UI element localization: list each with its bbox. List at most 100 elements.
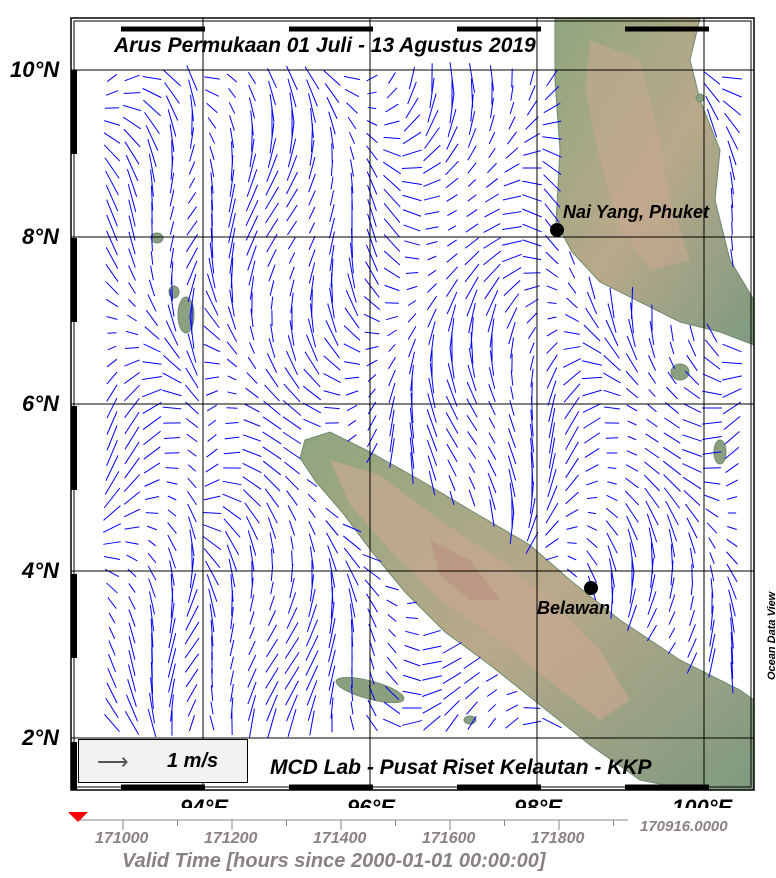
current-vector-arrow [530, 437, 534, 469]
current-vector-arrow [627, 528, 637, 558]
current-vector-arrow [291, 550, 293, 566]
time-marker-icon[interactable] [68, 812, 88, 822]
current-vector-arrow [489, 65, 495, 91]
current-vector-arrow [287, 236, 297, 250]
current-vector-arrow [725, 479, 739, 487]
current-vector-arrow [329, 602, 335, 634]
current-vector-arrow [466, 381, 478, 405]
current-vector-arrow [342, 523, 362, 533]
current-vector-arrow [125, 330, 139, 336]
current-vector-arrow [582, 389, 602, 397]
watermark: Ocean Data View [766, 591, 776, 680]
current-vector-arrow [150, 185, 154, 211]
current-vector-arrow [548, 393, 556, 423]
current-vector-arrow [325, 520, 339, 536]
current-vector-arrow [203, 343, 221, 353]
current-vector-arrow [285, 622, 299, 644]
current-vector-arrow [186, 350, 198, 376]
current-vector-arrow [105, 455, 119, 481]
current-vector-arrow [366, 158, 378, 178]
current-vector-arrow [305, 665, 319, 691]
current-vector-arrow [488, 485, 496, 511]
current-vector-arrow [327, 545, 337, 571]
current-vector-arrow [445, 177, 459, 189]
current-vector-arrow [147, 552, 157, 564]
lat-label: 4°N [22, 558, 59, 583]
current-vector-arrow [289, 122, 295, 154]
current-vector-arrow [268, 264, 276, 282]
current-vector-arrow [668, 642, 676, 654]
current-vector-arrow [529, 355, 535, 371]
current-vector-arrow [169, 560, 175, 586]
current-vector-arrow [123, 508, 141, 518]
current-vector-arrow [466, 414, 478, 432]
current-vector-arrow [429, 362, 435, 394]
current-vector-arrow [730, 188, 734, 208]
current-vector-arrow [226, 358, 238, 368]
current-vector-arrow [185, 367, 199, 389]
current-vector-arrow [105, 697, 119, 719]
current-vector-arrow [447, 459, 457, 477]
current-vector-arrow [288, 252, 296, 264]
time-tick-label: 171600 [422, 830, 476, 847]
current-vector-arrow [108, 654, 116, 672]
current-vector-arrow [586, 550, 598, 566]
current-vector-arrow [545, 251, 559, 265]
current-vector-arrow [310, 108, 314, 138]
current-vector-arrow [124, 74, 140, 82]
current-vector-arrow [724, 112, 740, 134]
current-vector-arrow [128, 609, 136, 627]
current-vector-arrow [648, 355, 656, 371]
current-vector-arrow [207, 434, 217, 442]
map-title: Arus Permukaan 01 Juli - 13 Agustus 2019 [114, 34, 536, 57]
current-vector-arrow [308, 533, 316, 553]
current-vector-arrow [506, 690, 518, 696]
current-vector-arrow [702, 390, 722, 396]
current-vector-arrow [565, 313, 579, 323]
current-vector-arrow [210, 619, 214, 647]
current-vector-arrow [363, 566, 381, 580]
current-vector-arrow [204, 479, 220, 487]
current-vector-arrow [169, 124, 175, 152]
current-vector-arrow [424, 127, 440, 149]
current-vector-arrow [449, 490, 455, 506]
current-vector-arrow [122, 116, 142, 130]
current-vector-arrow [188, 79, 196, 107]
current-vector-arrow [586, 562, 598, 584]
current-vector-arrow [262, 431, 282, 445]
current-vector-arrow [404, 256, 420, 260]
current-vector-arrow [424, 211, 440, 215]
current-vector-arrow [189, 529, 195, 557]
current-vector-arrow [510, 386, 514, 400]
current-vector-arrow [427, 393, 437, 423]
current-vector-arrow [626, 515, 638, 541]
current-vector-arrow [226, 73, 238, 83]
current-vector-arrow [644, 461, 660, 475]
current-vector-arrow [668, 627, 676, 639]
current-vector-arrow [307, 695, 317, 721]
current-vector-arrow [705, 508, 719, 518]
current-vector-arrow [405, 97, 419, 119]
current-vector-arrow [186, 220, 198, 236]
current-vector-arrow [329, 127, 335, 149]
current-vector-arrow [410, 452, 414, 484]
current-vector-arrow [425, 110, 439, 136]
current-vector-arrow [729, 603, 735, 633]
current-vector-arrow [567, 555, 577, 561]
current-vector-arrow [388, 628, 396, 638]
current-vector-arrow [563, 370, 581, 386]
current-vector-arrow [171, 275, 173, 301]
current-vector-arrow [350, 172, 354, 194]
current-vector-arrow [264, 488, 280, 508]
current-vector-arrow [382, 161, 402, 175]
current-vector-arrow [568, 267, 576, 279]
current-vector-arrow [106, 199, 118, 227]
current-vector-arrow [184, 653, 200, 673]
current-vector-arrow [148, 153, 156, 183]
current-vector-arrow [686, 517, 698, 539]
current-vector-arrow [682, 418, 702, 428]
current-vector-arrow [150, 677, 154, 709]
current-vector-arrow [489, 350, 495, 376]
current-vector-arrow [191, 110, 193, 136]
current-vector-arrow [726, 538, 738, 548]
